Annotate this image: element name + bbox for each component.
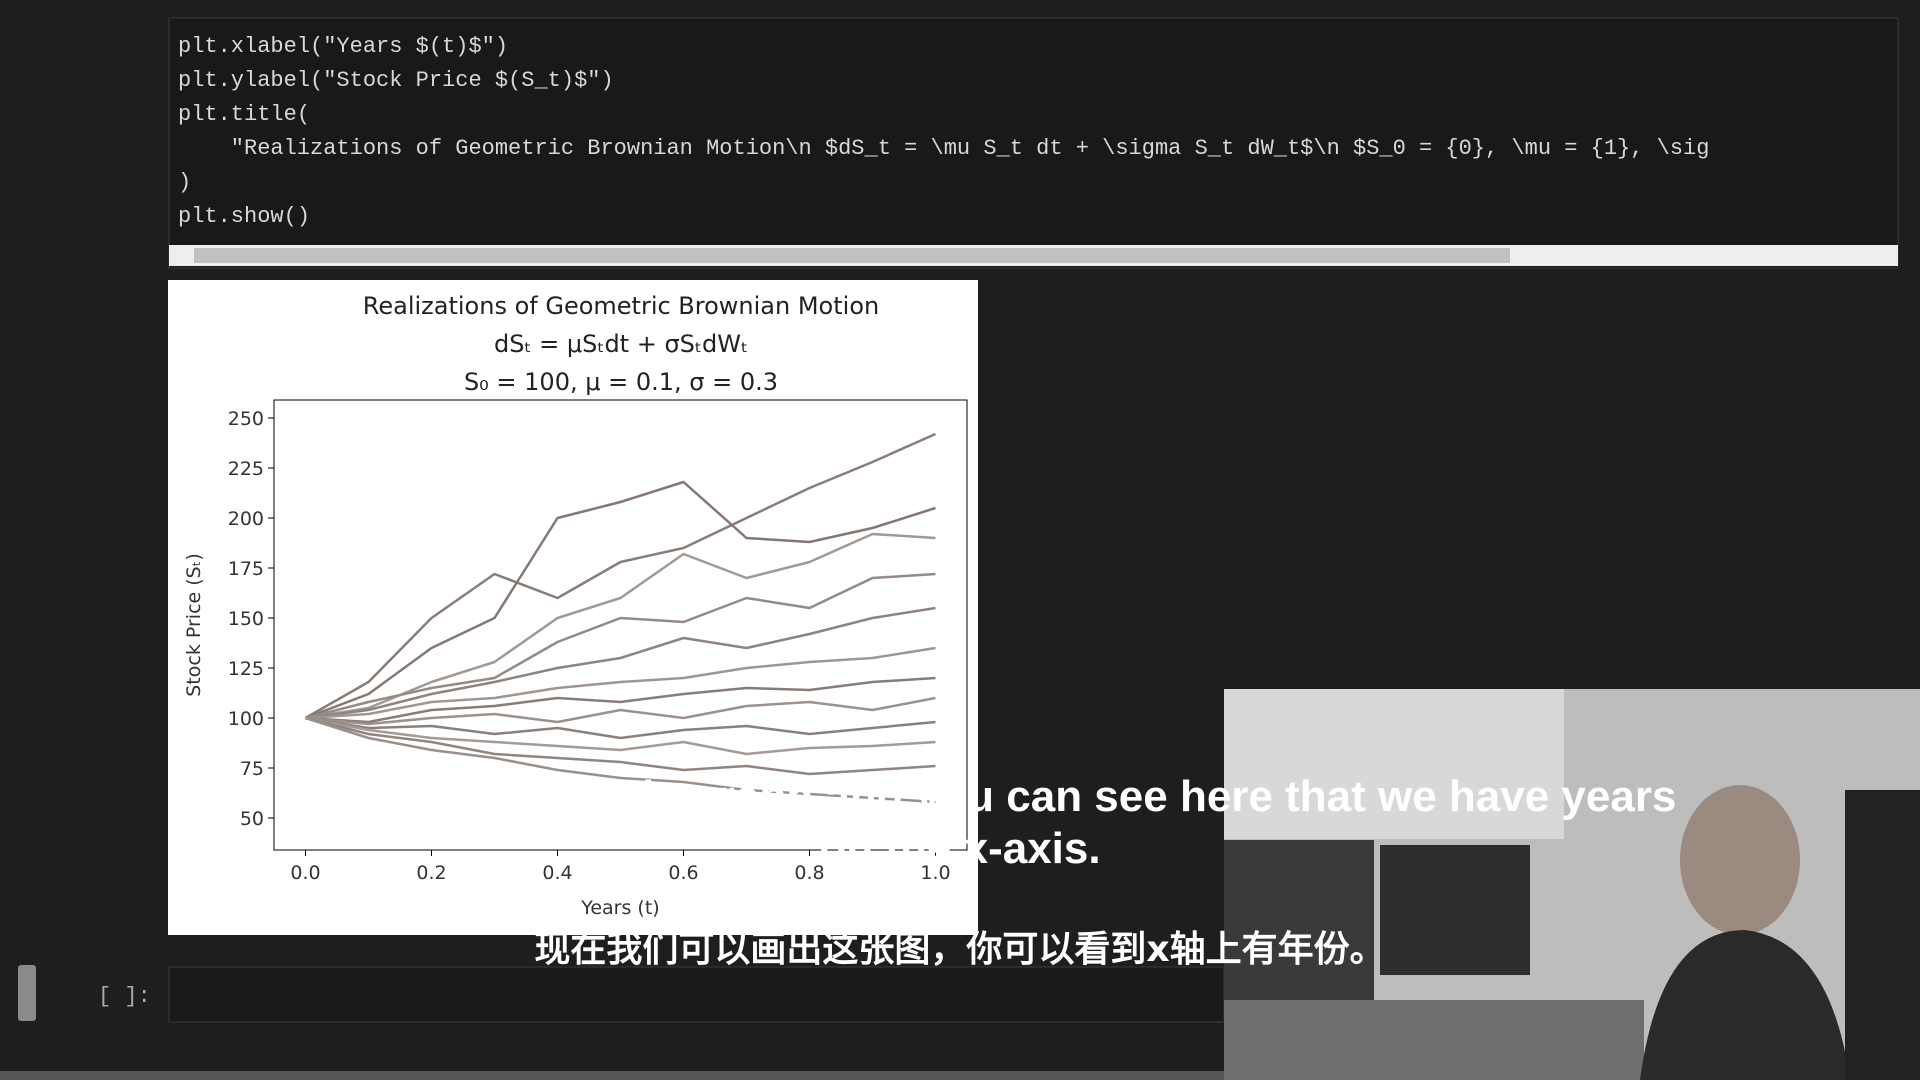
- scrollbar-thumb[interactable]: [194, 248, 1510, 263]
- prompt: [ ]:: [98, 984, 151, 1009]
- input-cell[interactable]: [168, 966, 1225, 1023]
- code-line: "Realizations of Geometric Brownian Moti…: [178, 136, 1709, 161]
- x-tick-label: 0.6: [668, 862, 698, 884]
- y-tick-label: 175: [228, 558, 264, 580]
- subtitle-chinese: 现在我们可以画出这张图，你可以看到x轴上有年份。: [534, 929, 1385, 970]
- y-axis-label: Stock Price (Sₜ): [183, 553, 205, 697]
- y-tick-label: 125: [228, 658, 264, 680]
- y-tick-label: 100: [228, 708, 264, 730]
- price-path: [305, 646, 936, 720]
- y-tick-label: 150: [228, 608, 264, 630]
- chart-title: Realizations of Geometric Brownian Motio…: [363, 292, 879, 320]
- y-tick-label: 225: [228, 458, 264, 480]
- x-tick-label: 0.4: [542, 862, 572, 884]
- price-path: [305, 572, 936, 720]
- code-line: ): [178, 170, 191, 195]
- bottom-bar: [0, 1071, 1920, 1080]
- x-tick-label: 0.0: [290, 862, 320, 884]
- x-tick-label: 0.8: [794, 862, 824, 884]
- plot-frame: [273, 399, 968, 851]
- subtitle: on the x-axis.: [819, 824, 1100, 873]
- chart-title: dSₜ = μSₜdt + σSₜdWₜ: [494, 330, 748, 358]
- cell-indicator: [18, 965, 36, 1021]
- price-path: [305, 716, 936, 756]
- y-tick-label: 200: [228, 508, 264, 530]
- price-path: [305, 696, 936, 726]
- x-tick-label: 1.0: [920, 862, 950, 884]
- x-axis-label: Years (t): [580, 897, 659, 919]
- x-tick-label: 0.2: [416, 862, 446, 884]
- price-path: [305, 532, 936, 720]
- code-line: plt.show(): [178, 204, 310, 229]
- code-cell[interactable]: [168, 17, 1899, 269]
- code-line: plt.title(: [178, 102, 310, 127]
- y-tick-label: 250: [228, 408, 264, 430]
- y-tick-label: 50: [240, 808, 264, 830]
- y-tick-label: 75: [240, 758, 264, 780]
- price-path: [305, 480, 936, 720]
- price-path: [305, 716, 936, 740]
- price-path: [305, 606, 936, 720]
- price-path: [304, 432, 937, 720]
- price-path: [305, 716, 936, 776]
- webcam: [1224, 689, 1920, 1080]
- chart: Realizations of Geometric Brownian Motio…: [183, 292, 968, 919]
- price-path: [305, 716, 936, 804]
- code-lines: plt.xlabel("Years $(t)$") plt.ylabel("Sto…: [178, 34, 1709, 229]
- chart-output: [168, 280, 978, 935]
- code-line: plt.ylabel("Stock Price $(S_t)$"): [178, 68, 614, 93]
- code-line: plt.xlabel("Years $(t)$"): [178, 34, 508, 59]
- subtitle: Now we can plot this graph and you can s…: [244, 772, 1677, 821]
- price-path: [305, 676, 936, 724]
- chart-title: S₀ = 100, μ = 0.1, σ = 0.3: [464, 368, 778, 396]
